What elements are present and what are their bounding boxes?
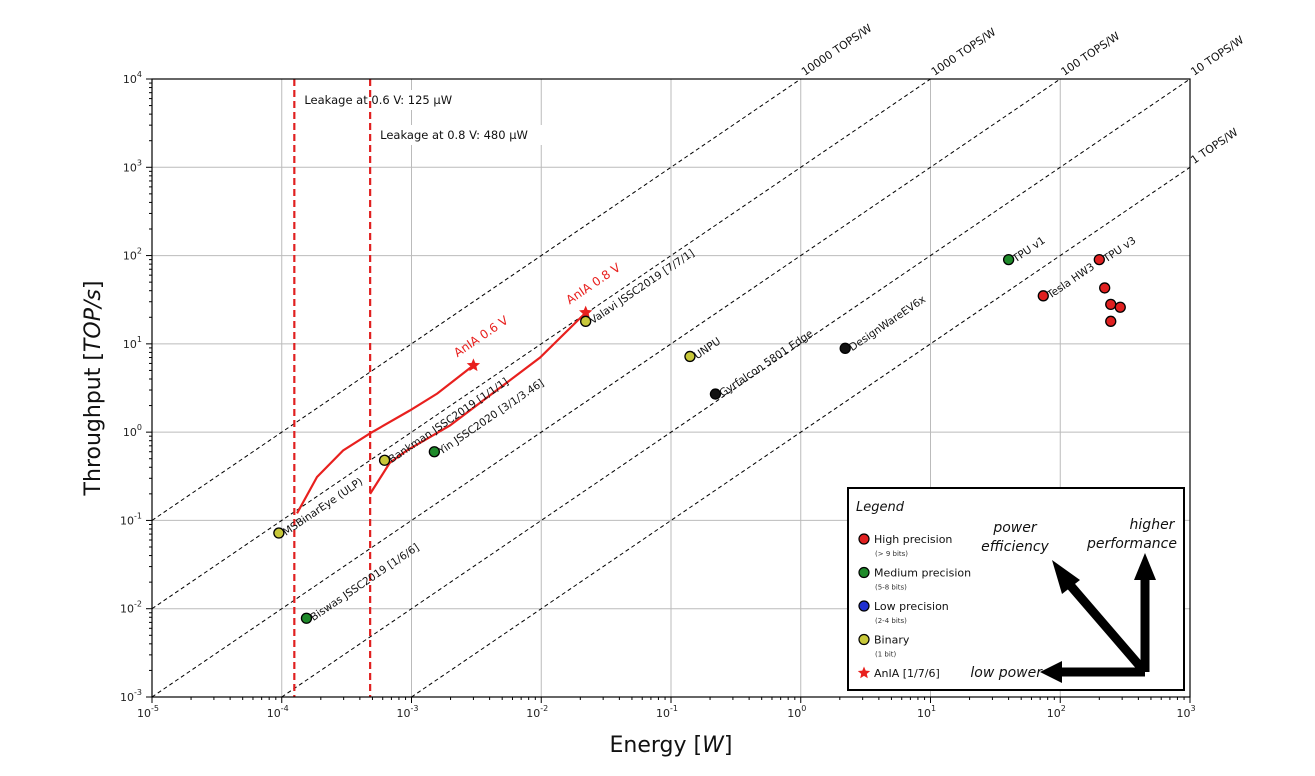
data-point xyxy=(300,612,313,624)
legend: Legend High precision (> 9 bits) Medium pr… xyxy=(847,487,1185,691)
x-axis-label: Energy [W] xyxy=(610,733,733,758)
y-tick-label: 103 xyxy=(123,158,142,174)
y-axis-label: Throughput [TOP/s] xyxy=(81,281,106,497)
leakage-label: Leakage at 0.6 V: 125 μW xyxy=(304,93,452,107)
legend-item-label: Low precision xyxy=(874,600,949,613)
legend-marker-star xyxy=(857,666,871,679)
arrow-label-performance: performance xyxy=(1086,536,1177,552)
data-point xyxy=(1105,298,1117,311)
data-point xyxy=(684,350,696,363)
efficiency-line xyxy=(152,79,802,521)
anIA-curve xyxy=(296,364,475,514)
anIA-star-marker xyxy=(579,305,593,319)
x-tick-label: 10-5 xyxy=(137,704,159,720)
y-tick-label: 101 xyxy=(123,335,142,351)
data-point xyxy=(709,388,722,400)
data-point xyxy=(1037,290,1049,302)
efficiency-lines xyxy=(152,79,1190,697)
x-tick-label: 10-1 xyxy=(656,704,678,720)
arrow-label-power: power xyxy=(992,520,1038,536)
arrow-label-low-power: low power xyxy=(970,665,1043,681)
data-point xyxy=(428,446,440,458)
anIA-star-marker xyxy=(466,358,481,372)
legend-item-label: AnIA [1/7/6] xyxy=(874,667,940,680)
data-point xyxy=(839,342,851,354)
data-point xyxy=(1105,315,1117,327)
data-point xyxy=(1002,253,1015,266)
efficiency-label: 1000 TOPS/W xyxy=(929,25,998,78)
legend-item-sublabel: (1 bit) xyxy=(875,651,897,659)
data-point xyxy=(1093,253,1105,266)
efficiency-line xyxy=(281,79,1190,697)
arrow-graphic xyxy=(1040,553,1156,683)
legend-item-sublabel: (> 9 bits) xyxy=(875,550,908,558)
legend-item-label: Medium precision xyxy=(874,567,971,580)
anIA-curve xyxy=(369,311,587,495)
plot-frame xyxy=(151,78,1191,698)
legend-item-label: High precision xyxy=(874,533,952,546)
efficiency-label: 100 TOPS/W xyxy=(1059,29,1123,78)
arrow-label-higher: higher xyxy=(1130,517,1176,533)
legend-marker xyxy=(858,633,870,646)
leakage-label-bg xyxy=(300,90,471,110)
y-tick-label: 10-2 xyxy=(120,600,142,616)
x-tick-label: 10-4 xyxy=(267,704,289,720)
arrow-diagonal-icon xyxy=(1052,560,1080,594)
efficiency-line xyxy=(411,166,1190,697)
x-tick-label: 102 xyxy=(1047,704,1066,720)
efficiency-line xyxy=(152,79,931,610)
y-tick-label: 104 xyxy=(123,70,142,86)
y-tick-label: 100 xyxy=(123,423,142,439)
y-tick-label: 102 xyxy=(123,247,142,263)
legend-marker xyxy=(858,566,870,579)
x-tick-label: 10-2 xyxy=(526,704,548,720)
legend-item-label: Binary xyxy=(874,634,910,647)
data-point xyxy=(1099,282,1111,294)
x-tick-label: 101 xyxy=(917,704,936,720)
leakage-label-bg xyxy=(376,125,547,145)
legend-item-sublabel: (2-4 bits) xyxy=(875,617,907,625)
efficiency-label: 10000 TOPS/W xyxy=(799,21,874,78)
y-tick-label: 10-1 xyxy=(120,511,142,527)
leakage-label: Leakage at 0.8 V: 480 μW xyxy=(380,128,528,142)
data-point xyxy=(1114,301,1126,313)
leakage-lines: Leakage at 0.6 V: 125 μW Leakage at 0.8 V… xyxy=(293,79,547,697)
y-tick-label: 10-3 xyxy=(120,688,142,704)
data-point xyxy=(580,315,592,327)
legend-marker xyxy=(858,533,870,545)
legend-item-sublabel: (5-8 bits) xyxy=(875,584,907,592)
efficiency-line xyxy=(152,79,1061,697)
arrow-label-efficiency: efficiency xyxy=(981,539,1049,555)
legend-marker xyxy=(858,600,870,612)
data-point xyxy=(378,454,391,466)
legend-title: Legend xyxy=(856,500,905,515)
x-tick-label: 103 xyxy=(1176,704,1195,720)
arrow-shafts xyxy=(1060,578,1150,677)
efficiency-label: 1 TOPS/W xyxy=(1188,126,1240,167)
arrow-left-icon xyxy=(1040,661,1062,683)
data-point xyxy=(273,527,285,539)
x-tick-label: 10-3 xyxy=(397,704,419,720)
efficiency-label: 10 TOPS/W xyxy=(1188,33,1246,78)
x-tick-label: 100 xyxy=(787,704,806,720)
arrow-up-icon xyxy=(1134,553,1156,580)
